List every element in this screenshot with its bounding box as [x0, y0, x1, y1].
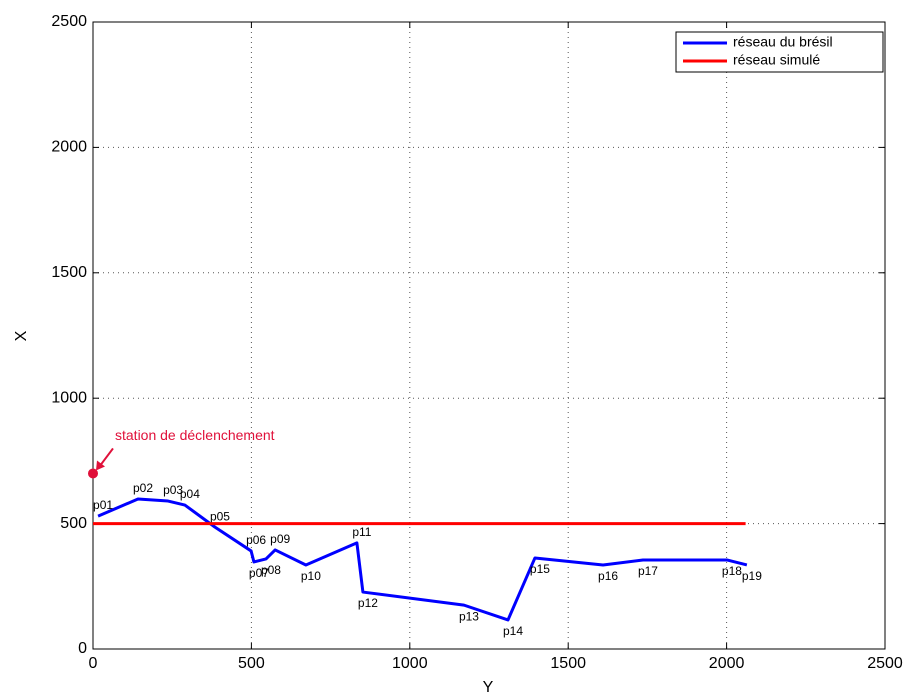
- x-tick-label: 1000: [392, 655, 428, 672]
- y-tick-label: 0: [78, 640, 87, 657]
- point-label: p15: [530, 562, 550, 576]
- point-label: p19: [742, 569, 762, 583]
- point-label: p01: [93, 498, 113, 512]
- y-tick-label: 2000: [51, 139, 87, 156]
- point-label: p05: [210, 509, 230, 523]
- y-tick-label: 1500: [51, 264, 87, 281]
- legend-label: réseau simulé: [733, 52, 820, 68]
- point-label: p12: [358, 596, 378, 610]
- point-label: p10: [301, 569, 321, 583]
- point-label: p14: [503, 624, 523, 638]
- point-label: p16: [598, 569, 618, 583]
- point-label: p17: [638, 564, 658, 578]
- point-label: p03: [163, 483, 183, 497]
- point-label: p02: [133, 481, 153, 495]
- point-label: p18: [722, 564, 742, 578]
- plot-frame: [92, 21, 886, 650]
- x-tick-label: 2000: [709, 655, 745, 672]
- point-label: p08: [261, 563, 281, 577]
- point-label: p09: [270, 532, 290, 546]
- legend-box: [675, 31, 884, 73]
- y-tick-label: 2500: [51, 13, 87, 30]
- point-label: p06: [246, 533, 266, 547]
- legend-label: réseau du brésil: [733, 34, 833, 50]
- annotation-text: station de déclenchement: [115, 427, 275, 443]
- annotation-arrowhead: [96, 460, 105, 471]
- point-label: p04: [180, 487, 200, 501]
- annotation-point: [88, 468, 98, 479]
- point-label: p13: [459, 609, 479, 623]
- x-tick-label: 0: [89, 655, 98, 672]
- y-tick-label: 1000: [51, 389, 87, 406]
- y-axis-label: X: [13, 330, 30, 341]
- point-label: p11: [352, 525, 371, 539]
- y-tick-label: 500: [60, 515, 87, 532]
- x-tick-label: 500: [238, 655, 265, 672]
- x-axis-label: Y: [483, 679, 494, 695]
- x-tick-label: 1500: [550, 655, 586, 672]
- point-label: p07: [249, 566, 269, 580]
- series-line: [97, 497, 748, 622]
- x-tick-label: 2500: [867, 655, 903, 672]
